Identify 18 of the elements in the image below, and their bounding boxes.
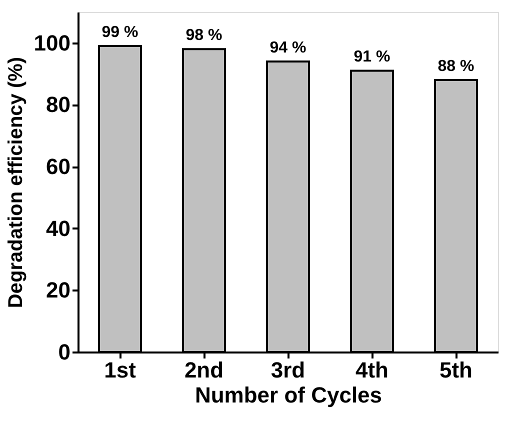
- x-tick-label: 2nd: [184, 358, 224, 382]
- data-label: 98 %: [186, 27, 222, 44]
- y-tick-label: 40: [46, 216, 70, 241]
- data-label: 99 %: [102, 24, 138, 41]
- x-tick-label: 1st: [104, 358, 137, 382]
- y-tick-label: 0: [58, 340, 70, 364]
- y-tick-label: 60: [46, 154, 70, 180]
- y-tick-label: 100: [34, 30, 70, 56]
- data-label: 94 %: [270, 39, 306, 56]
- x-axis-title: Number of Cycles: [194, 382, 382, 408]
- x-tick-label: 3rd: [270, 358, 306, 382]
- x-tick-label: 5th: [440, 358, 472, 382]
- y-tick-label: 20: [46, 278, 70, 303]
- y-tick-label: 80: [46, 92, 70, 118]
- data-label: 88 %: [438, 58, 474, 75]
- y-axis-title: Degradation efficiency (%): [4, 56, 27, 308]
- x-tick-label: 4th: [356, 358, 388, 382]
- data-label: 91 %: [354, 48, 390, 66]
